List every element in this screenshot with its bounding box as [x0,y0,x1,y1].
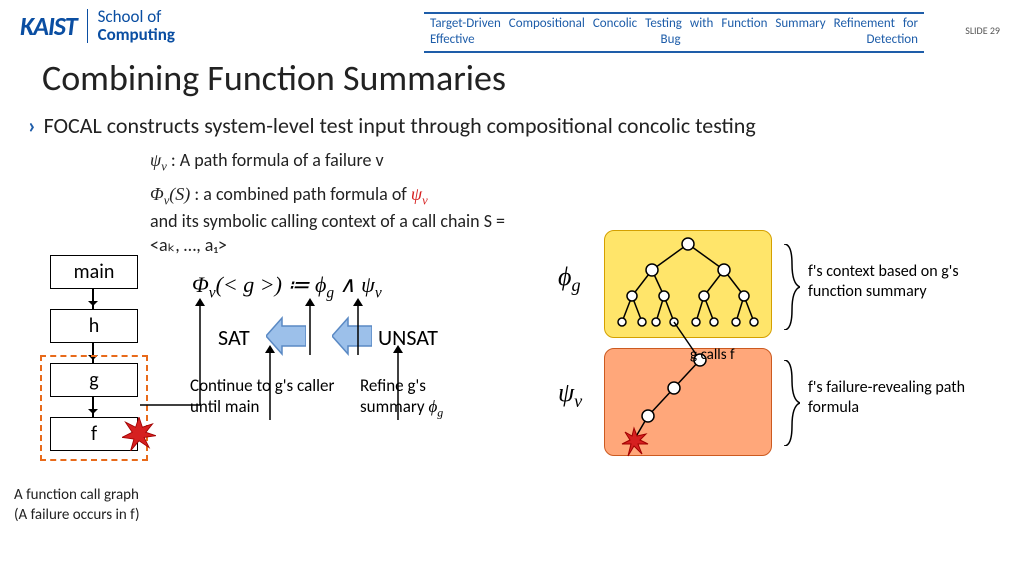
def-phi: Φv(S) : a combined path formula of ψv an… [150,182,510,258]
cg-arrow-icon [92,289,94,309]
psi-v-symbol: ψv [558,378,582,412]
slide-number: SLIDE 29 [965,24,1000,37]
annotation-context: f's context based on g's function summar… [808,262,988,302]
phi-g-symbol: ϕg [558,262,581,296]
definitions-block: ψv : A path formula of a failure v Φv(S)… [150,148,510,258]
kaist-logo: KAIST [20,10,77,42]
call-graph: main h g f [50,255,138,471]
cg-node-h: h [50,309,138,343]
paper-title: Target-Driven Compositional Concolic Tes… [424,12,924,53]
tree-diagram [604,230,772,460]
brace-icon [780,360,800,446]
annotation-failure: f's failure-revealing path formula [808,378,988,418]
gcallsf-label: g calls f [690,346,735,364]
def-psi: ψv : A path formula of a failure v [150,148,510,176]
cg-node-main: main [50,255,138,289]
callgraph-caption: A function call graph (A failure occurs … [14,486,140,525]
brace-icon [780,244,800,330]
logo-block: KAIST School of Computing [20,8,175,44]
main-bullet: FOCAL constructs system-level test input… [28,112,756,139]
slide-title: Combining Function Summaries [42,56,506,100]
connector-arrows [140,295,500,455]
school-name: School of Computing [98,8,175,44]
logo-divider [87,9,88,43]
